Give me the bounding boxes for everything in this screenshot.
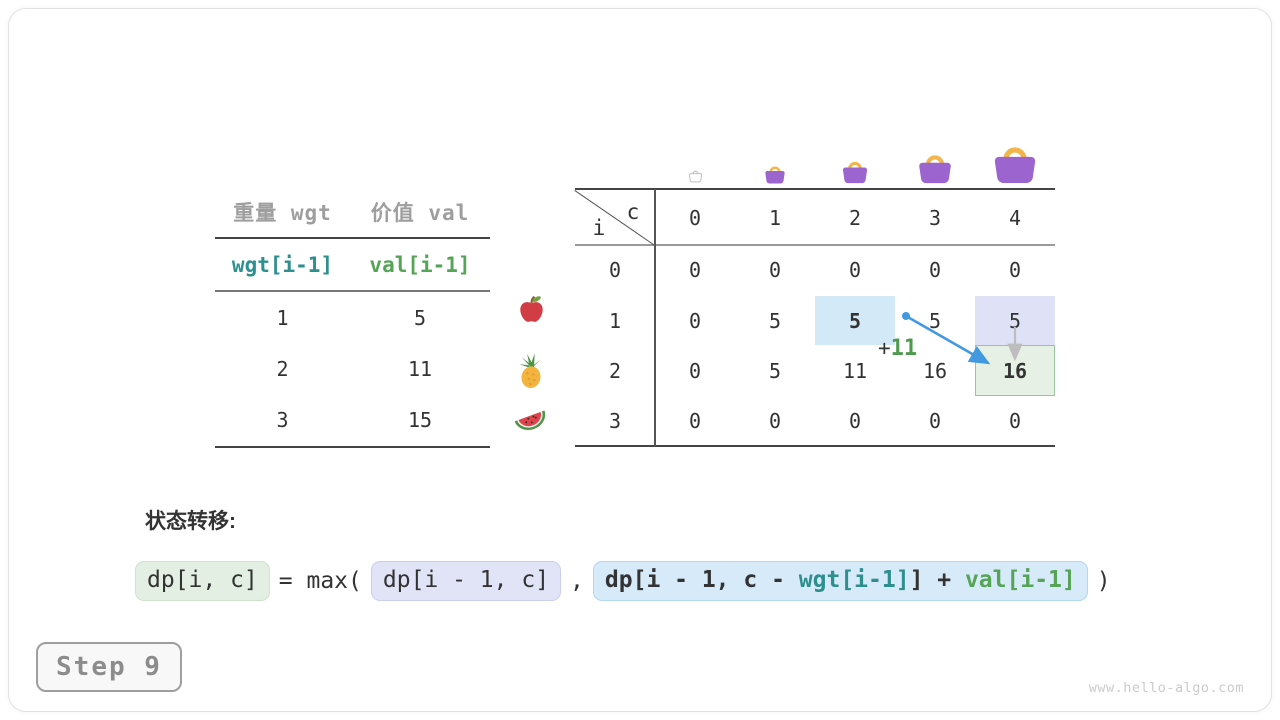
weights-values-table: 重量 wgt 价值 val wgt[i-1] val[i-1] 1 5 2 11… — [215, 190, 490, 448]
watermark: www.hello-algo.com — [1088, 680, 1244, 696]
val-expression: val[i-1] — [369, 253, 471, 277]
formula-comma: , — [570, 568, 584, 594]
dp-cell: 0 — [928, 258, 942, 283]
weight-value: 3 — [276, 407, 289, 432]
bag-icon-small — [765, 166, 785, 184]
formula-operator: = max( — [278, 568, 362, 594]
wgt-expression: wgt[i-1] — [231, 253, 334, 277]
dp-table-vertical-rule — [654, 189, 656, 446]
bag-icon-xlarge — [994, 147, 1036, 183]
dp-col-header: 3 — [928, 205, 942, 230]
item-value: 5 — [413, 305, 427, 330]
table-rule — [215, 290, 490, 292]
dp-cell: 11 — [842, 358, 868, 383]
formula-arg1-box: dp[i - 1, c] — [370, 561, 562, 601]
dp-row-header: 2 — [608, 358, 622, 383]
dp-cell-pending: 0 — [1008, 409, 1022, 434]
capacity-axis-label: c — [626, 200, 640, 224]
bag-icon-large — [919, 155, 951, 184]
dp-table-bottom-rule — [575, 445, 1055, 447]
step-badge: Step 9 — [36, 642, 182, 692]
dp-row-header: 0 — [608, 258, 622, 283]
item-axis-label: i — [592, 216, 606, 240]
dp-cell: 0 — [688, 409, 702, 434]
formula-lhs-box: dp[i, c] — [135, 561, 270, 601]
added-value: 11 — [890, 336, 918, 361]
dp-col-header: 1 — [768, 205, 782, 230]
arg2-val-term: val[i-1] — [964, 567, 1076, 594]
dp-cell: 0 — [688, 358, 702, 383]
dp-cell-pending: 0 — [848, 409, 862, 434]
dp-cell-pending: 0 — [768, 409, 782, 434]
dp-table-top-rule — [575, 188, 1055, 190]
dp-cell: 0 — [768, 258, 782, 283]
dp-cell: 5 — [768, 308, 782, 333]
transition-formula: dp[i, c] = max( dp[i - 1, c] , dp[i - 1,… — [135, 559, 1111, 603]
formula-arg2-box: dp[i - 1, c - wgt[i-1]] + val[i-1] — [592, 561, 1088, 601]
table-row: 3 15 — [215, 394, 490, 445]
table-rule — [215, 446, 490, 448]
plus-value-annotation: +11 — [878, 336, 917, 361]
table-rule — [215, 237, 490, 239]
dp-col-header: 4 — [1008, 205, 1022, 230]
highlight-source-cell — [815, 296, 895, 345]
arg2-wgt-term: wgt[i-1] — [798, 567, 910, 594]
dp-cell: 5 — [768, 358, 782, 383]
weight-value: 1 — [276, 305, 289, 330]
dp-cell-pending: 0 — [928, 409, 942, 434]
dp-cell-compare: 5 — [1008, 308, 1022, 333]
dp-cell: 0 — [1008, 258, 1022, 283]
dp-cell-source: 5 — [848, 308, 862, 333]
weight-value: 2 — [276, 356, 289, 381]
dp-table-grid: 0 0 0 0 0 0 1 0 5 5 5 5 2 0 5 11 16 16 3… — [575, 245, 1055, 447]
plus-sign: + — [878, 336, 891, 360]
dp-cell: 0 — [688, 308, 702, 333]
dp-cell: 0 — [848, 258, 862, 283]
bag-icon-medium — [842, 161, 868, 184]
formula-close-paren: ) — [1096, 568, 1111, 594]
weight-column-header: 重量 wgt — [233, 201, 332, 225]
dp-col-header: 2 — [848, 205, 862, 230]
dp-row-header: 3 — [608, 409, 622, 434]
pineapple-icon — [519, 353, 541, 388]
arg2-prefix: dp[i - 1, c - — [604, 567, 799, 594]
item-value: 11 — [407, 356, 433, 381]
dp-cell: 0 — [688, 258, 702, 283]
table-row: 1 5 — [215, 292, 490, 343]
dp-cell-target: 16 — [1002, 358, 1028, 383]
dp-column-headers: 0 1 2 3 4 — [655, 190, 1055, 245]
table-row: 2 11 — [215, 343, 490, 394]
weights-table-subheader: wgt[i-1] val[i-1] — [215, 240, 490, 290]
dp-table-header-rule — [575, 244, 1055, 246]
dp-row-header: 1 — [608, 308, 622, 333]
value-column-header: 价值 val — [370, 201, 470, 225]
state-transition-label: 状态转移: — [145, 510, 236, 533]
dp-col-header: 0 — [688, 205, 702, 230]
weights-table-header: 重量 wgt 价值 val — [215, 190, 490, 234]
arg2-mid: ] + — [909, 567, 965, 594]
empty-bag-outline-icon — [688, 170, 703, 183]
apple-icon — [520, 295, 543, 322]
watermelon-icon — [514, 410, 546, 430]
item-value: 15 — [407, 407, 433, 432]
